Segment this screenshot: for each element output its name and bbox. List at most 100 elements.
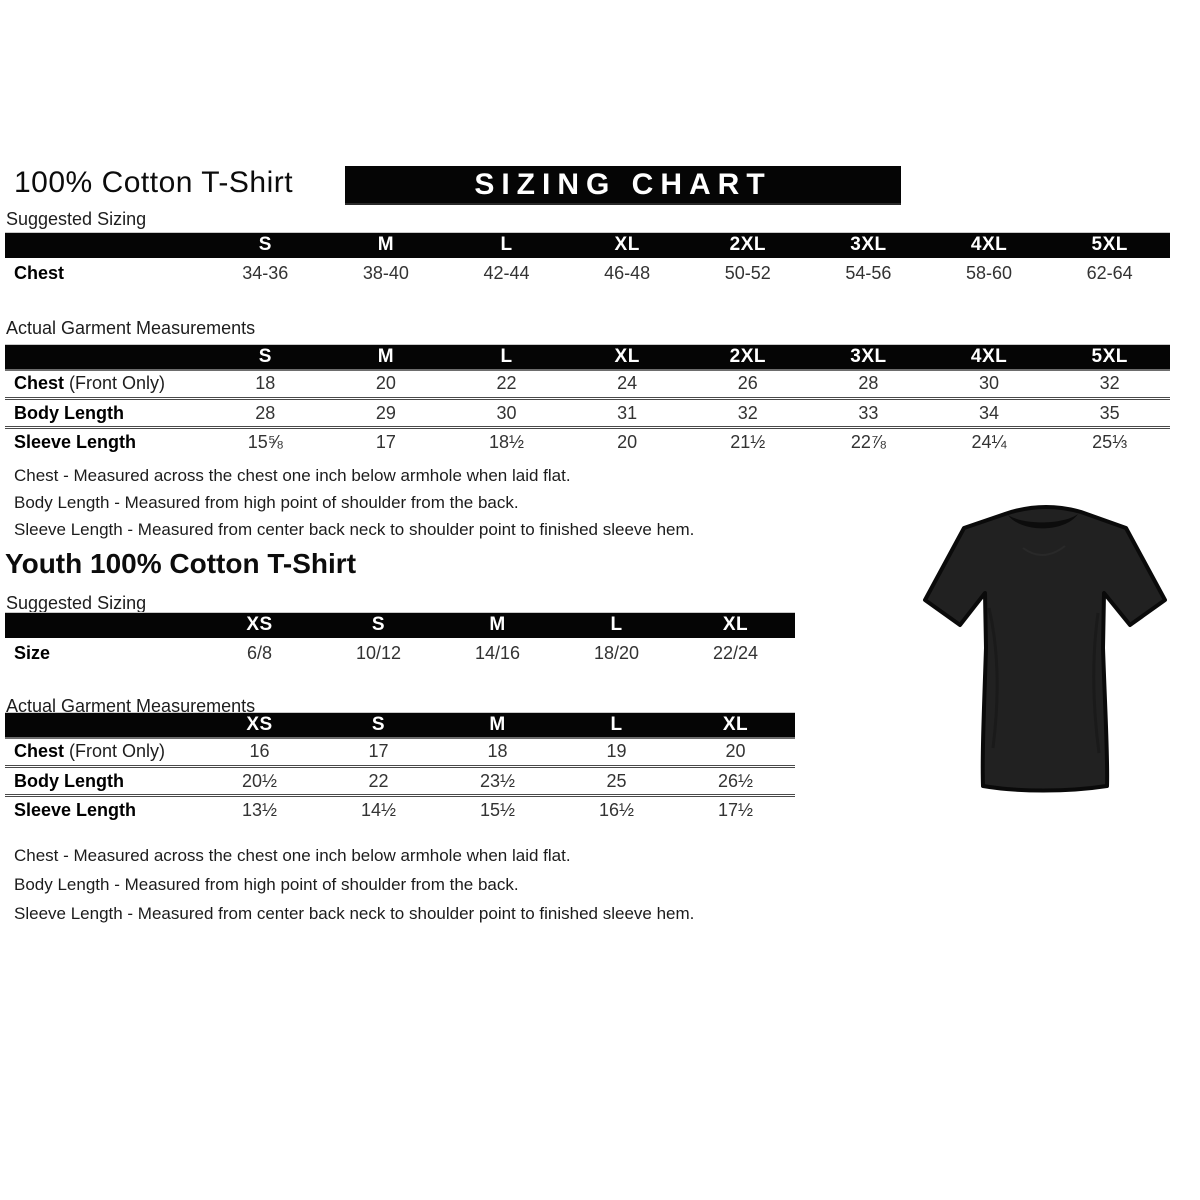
youth-suggested-sizing-table: XS S M L XL Size 6/8 10/12 14/16 18/20 2… — [5, 612, 795, 669]
page-title: 100% Cotton T-Shirt — [14, 166, 294, 199]
row-label: Chest (Front Only) — [5, 736, 200, 767]
column-header: L — [446, 344, 567, 370]
column-header: 4XL — [928, 344, 1050, 370]
size-value: 17 — [319, 736, 438, 767]
size-value: 17½ — [676, 794, 795, 825]
size-value: 18 — [438, 736, 557, 767]
table-header-row: XS S M L XL — [5, 712, 795, 738]
table-row: Sleeve Length 15⅝ 17 18½ 20 21½ 22⅞ 24¼ … — [5, 426, 1170, 457]
size-value: 62-64 — [1086, 262, 1133, 283]
size-value: 28 — [808, 368, 929, 399]
size-value: 34-36 — [242, 262, 289, 283]
size-value: 58-60 — [966, 262, 1013, 283]
size-value: 54-56 — [845, 262, 892, 283]
size-value: 50-52 — [724, 262, 771, 283]
column-header: 3XL — [808, 232, 929, 258]
table-header-row: S M L XL 2XL 3XL 4XL 5XL — [5, 344, 1170, 370]
adult-suggested-heading: Suggested Sizing — [6, 209, 147, 229]
row-label-text: Chest — [14, 741, 65, 762]
column-header: 2XL — [687, 344, 809, 370]
empty-header-cell — [5, 232, 205, 258]
youth-actual-heading: Actual Garment Measurements — [6, 696, 256, 716]
row-label: Sleeve Length — [5, 426, 205, 457]
size-value: 22 — [446, 368, 567, 399]
size-value: 16½ — [557, 794, 676, 825]
column-header: XL — [676, 612, 795, 638]
size-value: 33 — [808, 397, 929, 428]
table-row: Size 6/8 10/12 14/16 18/20 22/24 — [5, 638, 795, 669]
size-value: 15½ — [438, 794, 557, 825]
size-value: 24¼ — [928, 426, 1050, 457]
note-line: Body Length - Measured from high point o… — [14, 493, 519, 512]
size-value: 18½ — [446, 426, 567, 457]
column-header: 5XL — [1049, 344, 1170, 370]
size-value: 13½ — [200, 794, 319, 825]
size-value: 10/12 — [355, 642, 402, 663]
row-label: Body Length — [5, 765, 200, 796]
note-line: Body Length - Measured from high point o… — [14, 875, 519, 894]
tshirt-image — [923, 504, 1167, 793]
adult-measurement-notes: Chest - Measured across the chest one in… — [14, 462, 694, 543]
empty-header-cell — [5, 712, 200, 738]
column-header: XL — [566, 344, 688, 370]
table-row: Sleeve Length 13½ 14½ 15½ 16½ 17½ — [5, 794, 795, 825]
size-value: 22 — [319, 765, 438, 796]
column-header: 3XL — [808, 344, 929, 370]
column-header: L — [557, 612, 676, 638]
size-value: 25 — [557, 765, 676, 796]
column-header: S — [205, 232, 326, 258]
size-value: 16 — [200, 736, 319, 767]
size-value: 17 — [325, 426, 447, 457]
table-row: Chest 34-36 38-40 42-44 46-48 50-52 54-5… — [5, 258, 1170, 289]
empty-header-cell — [5, 612, 200, 638]
size-value: 26 — [687, 368, 809, 399]
row-label-suffix: (Front Only) — [69, 373, 166, 394]
column-header: 4XL — [928, 232, 1050, 258]
size-value: 25⅓ — [1049, 426, 1170, 457]
sizing-chart-banner: SIZING CHART — [345, 166, 901, 205]
youth-actual-measurements-table: XS S M L XL Chest (Front Only) 16 17 18 1… — [5, 712, 795, 825]
adult-actual-heading: Actual Garment Measurements — [6, 318, 256, 338]
youth-measurement-notes: Chest - Measured across the chest one in… — [14, 841, 694, 928]
youth-section-title: Youth 100% Cotton T-Shirt — [5, 548, 357, 579]
size-value: 6/8 — [246, 642, 273, 663]
column-header: 5XL — [1049, 232, 1170, 258]
size-value: 18/20 — [593, 642, 640, 663]
size-value: 15⅝ — [205, 426, 326, 457]
banner-label: SIZING CHART — [474, 167, 772, 201]
black-tshirt-photo — [893, 488, 1195, 804]
size-value: 31 — [566, 397, 688, 428]
adult-actual-measurements-table: S M L XL 2XL 3XL 4XL 5XL Chest (Front Onl… — [5, 344, 1170, 457]
size-value: 20½ — [200, 765, 319, 796]
size-value: 34 — [928, 397, 1050, 428]
column-header: M — [325, 344, 447, 370]
size-value: 29 — [325, 397, 447, 428]
column-header: 2XL — [687, 232, 809, 258]
size-value: 46-48 — [604, 262, 651, 283]
note-line: Sleeve Length - Measured from center bac… — [14, 520, 695, 539]
column-header: XL — [676, 712, 795, 738]
size-value: 18 — [205, 368, 326, 399]
size-value: 20 — [566, 426, 688, 457]
empty-header-cell — [5, 344, 205, 370]
size-value: 28 — [205, 397, 326, 428]
column-header: L — [446, 232, 567, 258]
youth-suggested-heading: Suggested Sizing — [6, 593, 147, 613]
note-line: Chest - Measured across the chest one in… — [14, 466, 571, 485]
size-value: 19 — [557, 736, 676, 767]
size-value: 22/24 — [712, 642, 759, 663]
size-value: 24 — [566, 368, 688, 399]
row-label-text: Chest — [14, 373, 65, 394]
column-header: XL — [566, 232, 688, 258]
row-label: Sleeve Length — [5, 794, 200, 825]
row-label: Chest — [14, 262, 65, 283]
size-value: 22⅞ — [808, 426, 929, 457]
column-header: XS — [200, 712, 319, 738]
size-value: 14½ — [319, 794, 438, 825]
column-header: M — [438, 612, 557, 638]
table-row: Body Length 20½ 22 23½ 25 26½ — [5, 765, 795, 796]
size-value: 20 — [325, 368, 447, 399]
column-header: M — [438, 712, 557, 738]
table-row: Chest (Front Only) 16 17 18 19 20 — [5, 736, 795, 767]
size-value: 30 — [928, 368, 1050, 399]
